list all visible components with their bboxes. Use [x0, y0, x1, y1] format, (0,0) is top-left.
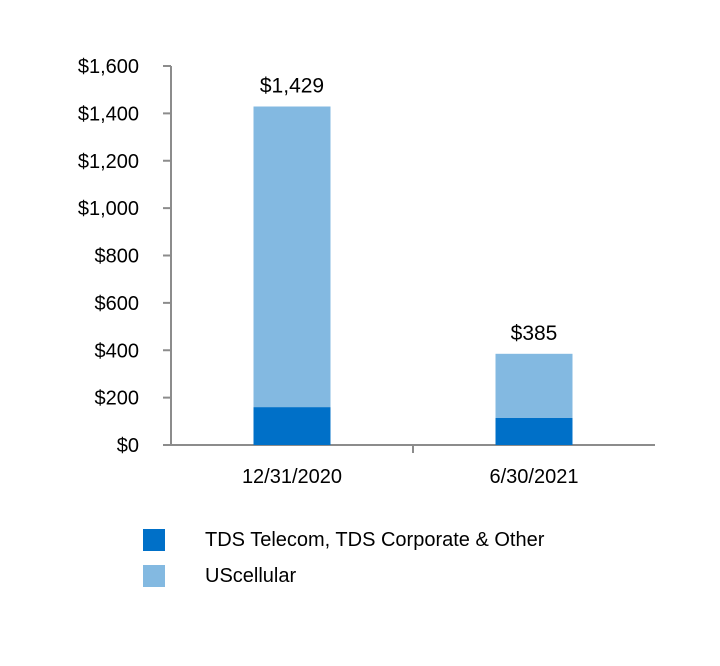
bar-segment-uscellular — [253, 106, 331, 408]
total-label: $1,429 — [260, 75, 324, 98]
legend-item-tds: TDS Telecom, TDS Corporate & Other — [143, 528, 544, 552]
y-tick-label: $1,000 — [78, 198, 139, 220]
y-tick-label: $600 — [95, 293, 140, 315]
bar-segment-tds — [253, 407, 331, 445]
bar-segment-tds — [495, 417, 573, 445]
y-tick-label: $0 — [117, 435, 139, 457]
y-axis: $0 $200 $400 $600 $800 $1,000 $1,200 $1,400 $1,6… — [78, 56, 172, 457]
legend-item-uscellular: UScellular — [143, 564, 544, 588]
legend-swatch-uscellular — [143, 565, 165, 587]
x-axis: 12/31/2020 6/30/2021 — [171, 444, 655, 488]
legend-swatch-tds — [143, 529, 165, 551]
y-tick-label: $1,600 — [78, 56, 139, 78]
total-labels: $1,429 $385 — [260, 75, 557, 345]
legend-label-tds: TDS Telecom, TDS Corporate & Other — [205, 528, 545, 551]
x-tick-label: 6/30/2021 — [490, 466, 579, 488]
x-tick-label: 12/31/2020 — [242, 466, 342, 488]
bar-chart: $0 $200 $400 $600 $800 $1,000 $1,200 $1,400 $1,6… — [78, 56, 655, 488]
y-tick-label: $400 — [95, 340, 140, 362]
bars — [253, 106, 573, 445]
bar-segment-uscellular — [495, 353, 573, 418]
legend: TDS Telecom, TDS Corporate & Other UScel… — [143, 528, 544, 600]
y-tick-label: $1,200 — [78, 151, 139, 173]
legend-label-uscellular: UScellular — [205, 564, 297, 587]
total-label: $385 — [511, 322, 558, 345]
y-tick-label: $800 — [95, 246, 140, 268]
y-tick-label: $1,400 — [78, 103, 139, 125]
y-tick-label: $200 — [95, 388, 140, 410]
